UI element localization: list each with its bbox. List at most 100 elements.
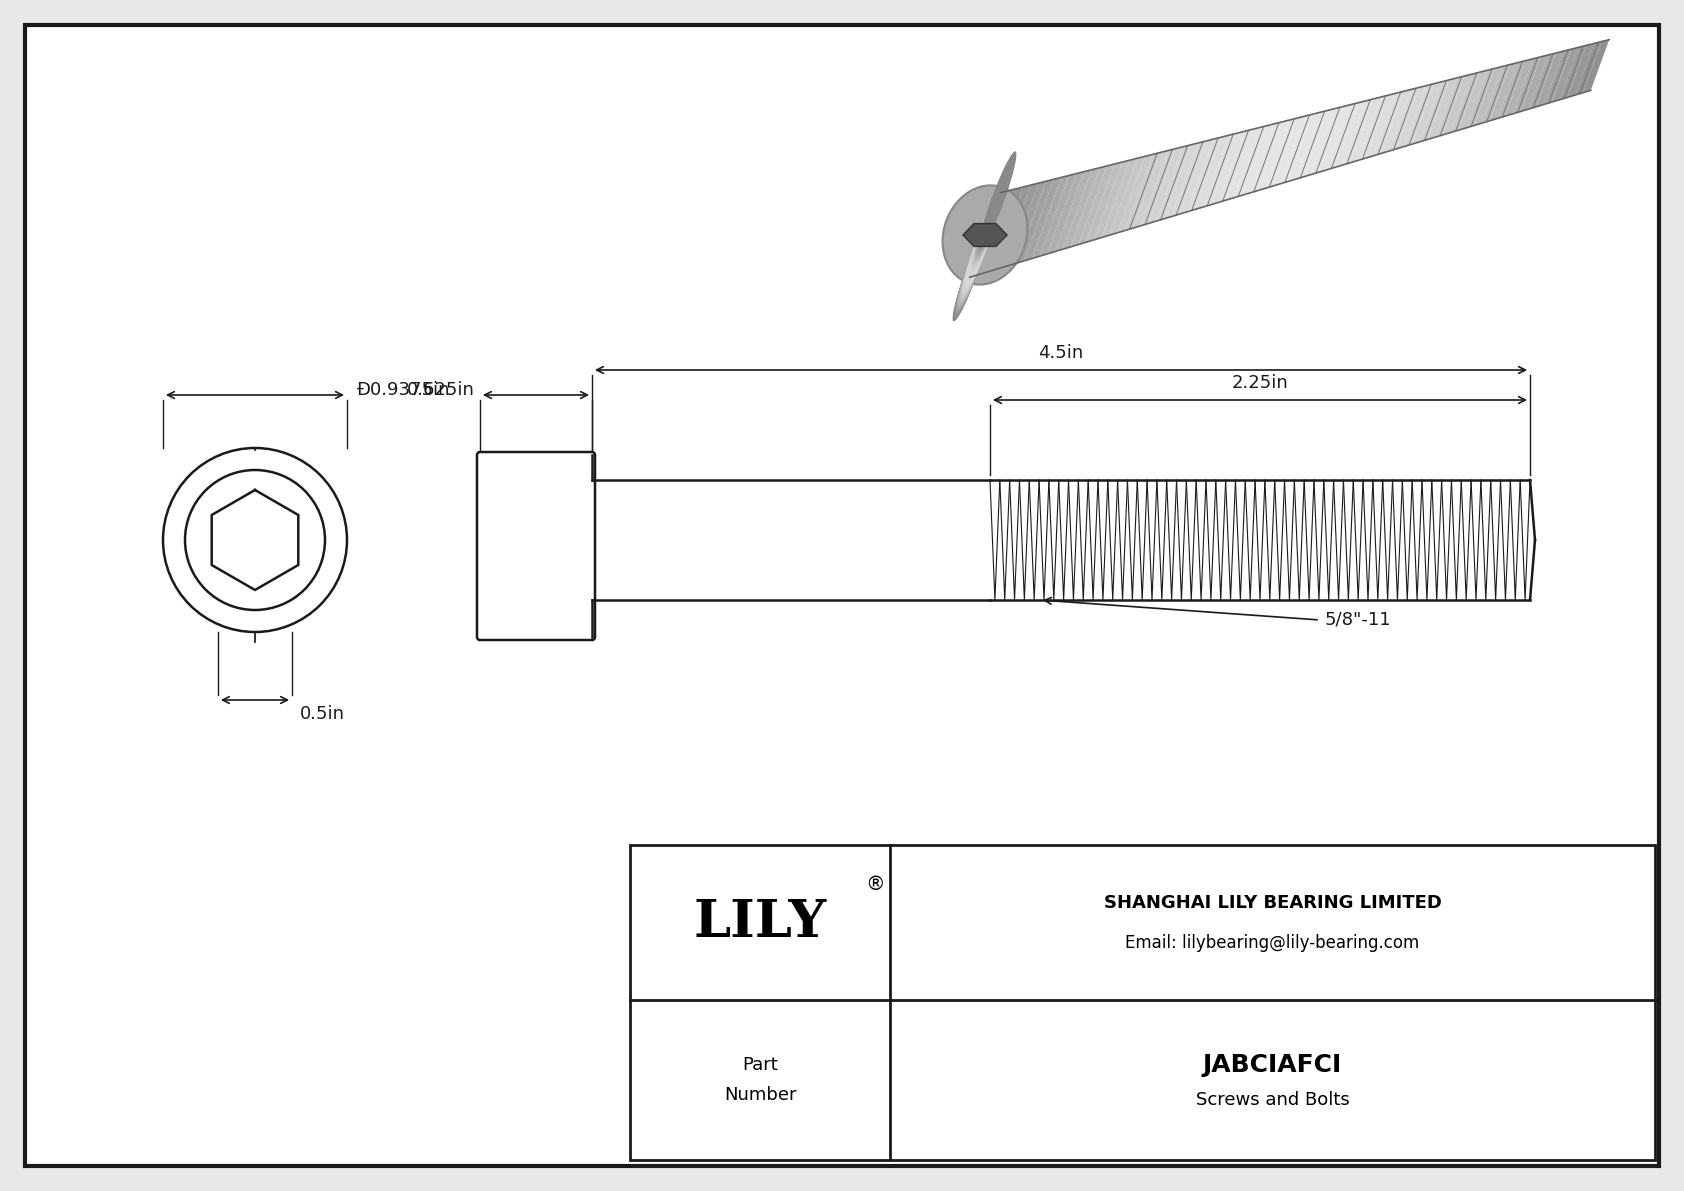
Text: 0.625in: 0.625in <box>408 381 475 399</box>
Polygon shape <box>1413 82 1442 144</box>
Ellipse shape <box>963 195 1000 291</box>
Polygon shape <box>1497 61 1526 118</box>
Polygon shape <box>994 185 1031 270</box>
Polygon shape <box>1428 77 1457 139</box>
Polygon shape <box>1116 155 1152 233</box>
Polygon shape <box>1559 45 1586 100</box>
Ellipse shape <box>965 193 1002 288</box>
Text: JABCIAFCI: JABCIAFCI <box>1202 1053 1342 1077</box>
Polygon shape <box>1164 143 1199 219</box>
Polygon shape <box>1334 101 1366 168</box>
Polygon shape <box>1047 172 1084 254</box>
Polygon shape <box>1015 180 1054 263</box>
Polygon shape <box>1125 152 1160 231</box>
Polygon shape <box>1288 112 1320 181</box>
Polygon shape <box>1155 145 1191 222</box>
Text: ®: ® <box>866 875 884 894</box>
Polygon shape <box>1179 139 1214 214</box>
Polygon shape <box>1420 80 1450 142</box>
Polygon shape <box>1172 141 1206 217</box>
Ellipse shape <box>975 167 1010 262</box>
Text: Email: lilybearing@lily-bearing.com: Email: lilybearing@lily-bearing.com <box>1125 934 1420 952</box>
Polygon shape <box>1078 164 1115 244</box>
Polygon shape <box>1575 42 1601 95</box>
Polygon shape <box>1389 87 1420 151</box>
Polygon shape <box>1039 174 1076 256</box>
Text: Part: Part <box>743 1056 778 1074</box>
Ellipse shape <box>978 154 1015 249</box>
Polygon shape <box>1521 55 1548 112</box>
Polygon shape <box>1009 181 1046 266</box>
Polygon shape <box>1357 95 1389 161</box>
Polygon shape <box>1351 96 1381 163</box>
Ellipse shape <box>962 202 997 298</box>
FancyBboxPatch shape <box>477 453 594 640</box>
Text: 2.25in: 2.25in <box>1231 374 1288 392</box>
Polygon shape <box>1366 93 1396 158</box>
Ellipse shape <box>967 187 1004 282</box>
Ellipse shape <box>955 218 992 313</box>
Ellipse shape <box>972 174 1009 269</box>
Polygon shape <box>1273 117 1305 186</box>
Polygon shape <box>1396 86 1426 149</box>
Polygon shape <box>970 191 1009 278</box>
Polygon shape <box>1095 160 1130 239</box>
Polygon shape <box>1319 105 1351 173</box>
Text: SHANGHAI LILY BEARING LIMITED: SHANGHAI LILY BEARING LIMITED <box>1103 893 1442 911</box>
Polygon shape <box>1544 49 1571 105</box>
Ellipse shape <box>963 198 1000 293</box>
Polygon shape <box>1086 162 1122 242</box>
Ellipse shape <box>955 222 992 317</box>
Polygon shape <box>985 187 1024 273</box>
Ellipse shape <box>957 213 994 308</box>
Polygon shape <box>1490 63 1517 120</box>
Text: LILY: LILY <box>694 897 827 948</box>
Ellipse shape <box>968 182 1005 278</box>
Ellipse shape <box>970 177 1007 273</box>
Polygon shape <box>1568 43 1595 98</box>
Ellipse shape <box>968 185 1004 280</box>
Polygon shape <box>1536 51 1563 107</box>
Polygon shape <box>1342 99 1374 166</box>
Polygon shape <box>1467 68 1495 127</box>
Polygon shape <box>1443 74 1472 135</box>
Text: 4.5in: 4.5in <box>1039 344 1083 362</box>
Polygon shape <box>1374 92 1404 156</box>
Ellipse shape <box>977 158 1014 254</box>
Polygon shape <box>1234 126 1266 198</box>
Polygon shape <box>1280 114 1312 183</box>
Polygon shape <box>1452 73 1480 132</box>
Polygon shape <box>1381 89 1411 154</box>
Polygon shape <box>1250 121 1282 193</box>
Polygon shape <box>1265 118 1297 188</box>
Polygon shape <box>1256 120 1290 191</box>
Ellipse shape <box>980 151 1017 247</box>
Polygon shape <box>1024 177 1061 261</box>
Polygon shape <box>1529 54 1556 110</box>
Polygon shape <box>1303 108 1335 176</box>
Polygon shape <box>1226 127 1260 200</box>
Polygon shape <box>1218 130 1251 202</box>
Ellipse shape <box>957 216 994 311</box>
Polygon shape <box>1404 83 1435 146</box>
Polygon shape <box>1514 57 1541 113</box>
Polygon shape <box>1148 146 1184 224</box>
Polygon shape <box>1583 39 1610 93</box>
Polygon shape <box>1187 137 1221 212</box>
Ellipse shape <box>967 191 1002 285</box>
Polygon shape <box>1211 131 1244 205</box>
Polygon shape <box>1505 58 1532 116</box>
Polygon shape <box>963 224 1007 247</box>
Polygon shape <box>1312 107 1342 175</box>
Ellipse shape <box>975 164 1012 260</box>
Polygon shape <box>1000 183 1039 268</box>
Polygon shape <box>1101 158 1137 237</box>
Text: Ð0.9375in: Ð0.9375in <box>357 381 451 399</box>
Text: Number: Number <box>724 1086 797 1104</box>
Polygon shape <box>977 189 1015 275</box>
Polygon shape <box>1071 166 1106 247</box>
Polygon shape <box>1202 133 1236 207</box>
Polygon shape <box>1435 76 1465 137</box>
Polygon shape <box>1241 124 1275 195</box>
Ellipse shape <box>953 226 989 322</box>
